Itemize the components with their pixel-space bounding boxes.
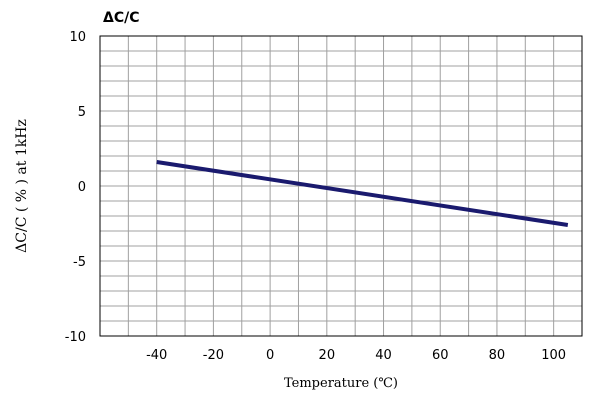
- x-tick-label: -20: [203, 348, 224, 363]
- x-tick-label: 40: [375, 348, 392, 363]
- x-tick-label: 80: [489, 348, 506, 363]
- y-tick-label: -10: [65, 330, 86, 345]
- chart-title: ΔC/C: [103, 10, 140, 26]
- x-tick-label: 100: [541, 348, 566, 363]
- x-tick-label: -40: [146, 348, 167, 363]
- x-axis-label: Temperature (℃): [284, 376, 398, 391]
- y-tick-label: 5: [78, 105, 86, 120]
- grid: [100, 36, 582, 336]
- tick-labels: -40 -20 0 20 40 60 80 100 -10 -5 0 5 10: [65, 30, 566, 363]
- x-tick-label: 60: [432, 348, 449, 363]
- y-tick-label: 10: [69, 30, 86, 45]
- x-tick-label: 0: [266, 348, 274, 363]
- y-tick-label: -5: [73, 255, 86, 270]
- series-layer: [156, 160, 569, 227]
- series-line: [156, 160, 569, 227]
- y-tick-label: 0: [78, 180, 86, 195]
- y-axis-label: ΔC/C ( % ) at 1kHz: [14, 119, 30, 253]
- x-tick-label: 20: [319, 348, 336, 363]
- plot-frame: [99, 35, 583, 337]
